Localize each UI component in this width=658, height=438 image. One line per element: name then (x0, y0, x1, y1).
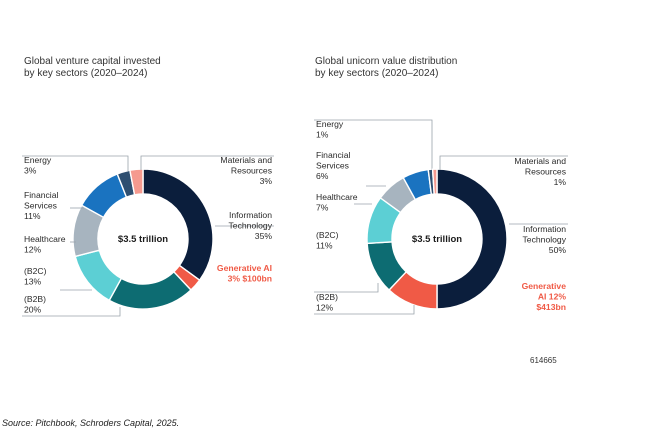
slice-label-unicorn-materials-and: Materials and Resources 1% (514, 156, 566, 187)
leader-line-vc-energy (22, 155, 129, 172)
leader-line-vc-b2b (22, 307, 121, 317)
leader-line-unicorn-b2c (314, 283, 379, 293)
leader-line-unicorn-materials-and (439, 155, 568, 170)
slice-unicorn-materials-and (431, 168, 438, 195)
slice-label-unicorn-b2c: (B2C) 11% (316, 230, 339, 251)
figure-code: 614665 (530, 356, 557, 365)
slice-label-vc-information: Information Technology 35% (229, 210, 273, 241)
chart-title-venture-capital: Global venture capital invested by key s… (24, 56, 161, 79)
slice-label-unicorn-energy: Energy 1% (316, 119, 344, 140)
source-note: Source: Pitchbook, Schroders Capital, 20… (2, 418, 180, 428)
slice-label-vc-financial: Financial Services 11% (24, 190, 58, 221)
chart-title-unicorn-value: Global unicorn value distribution by key… (315, 56, 458, 79)
slice-vc-b2b (108, 270, 192, 310)
center-label-unicorn: $3.5 trillion (412, 234, 462, 245)
donut-vc: Information Technology 35% Generative AI 3% … (22, 155, 274, 317)
donut-unicorn: Information Technology 50% Generative AI 12%… (314, 119, 568, 315)
leader-line-unicorn-b2b (314, 305, 415, 315)
slice-label-unicorn-information: Information Technology 50% (523, 224, 567, 255)
slice-unicorn-information (436, 168, 508, 310)
slice-label-vc-b2b: (B2B) 20% (24, 294, 46, 315)
slice-label-vc-b2c: (B2C) 13% (24, 266, 47, 287)
slice-vc-information (142, 168, 214, 282)
center-label-vc: $3.5 trillion (118, 234, 168, 245)
slice-label-unicorn-financial: Financial Services 6% (316, 150, 350, 181)
slice-label-unicorn-healthcare: Healthcare 7% (316, 192, 358, 213)
slice-label-vc-energy: Energy 3% (24, 155, 52, 176)
slice-label-unicorn-generative: Generative AI 12% $413bn (522, 281, 567, 312)
leader-line-unicorn-energy (314, 119, 433, 170)
slice-vc-materials-and (129, 168, 144, 196)
slice-label-vc-healthcare: Healthcare 12% (24, 234, 66, 255)
leader-line-vc-materials-and (140, 155, 274, 170)
slice-label-unicorn-b2b: (B2B) 12% (316, 292, 338, 313)
slice-label-vc-materials-and: Materials and Resources 3% (220, 155, 272, 186)
slice-label-vc-generative-ai: Generative AI 3% $100bn (217, 263, 272, 284)
